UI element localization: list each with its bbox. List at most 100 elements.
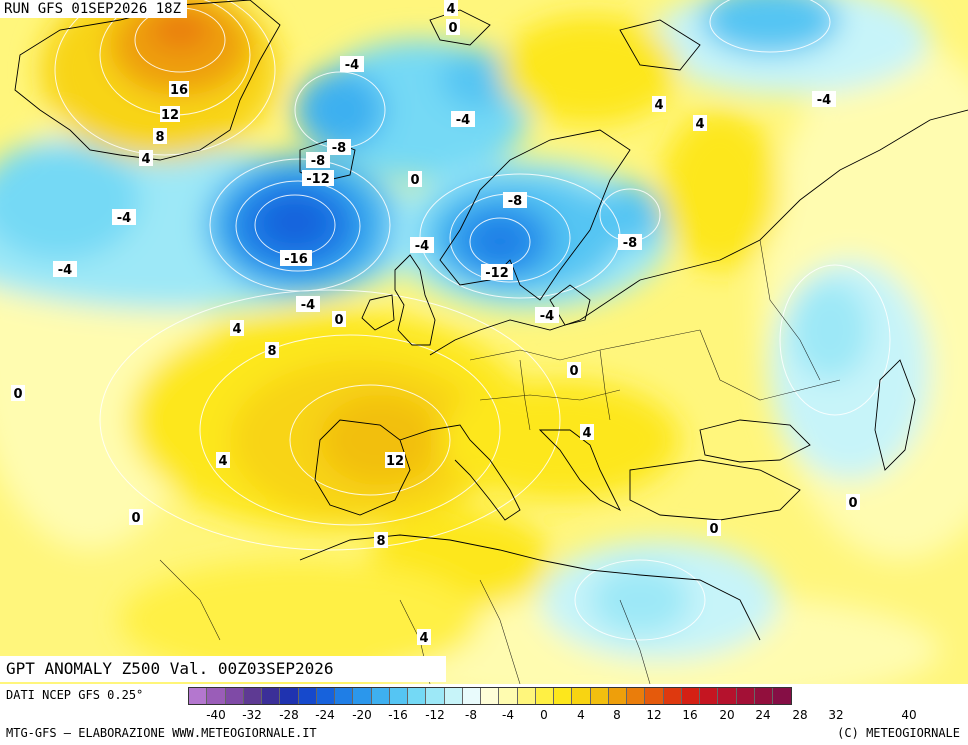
svg-text:-12: -12 [306, 172, 330, 187]
color-swatch [462, 688, 481, 704]
color-swatch [389, 688, 408, 704]
contour-label: -4 [812, 91, 836, 108]
contour-label: -4 [340, 56, 364, 73]
svg-text:12: 12 [386, 454, 404, 469]
contour-label: -16 [280, 250, 312, 267]
contour-label: 0 [332, 311, 346, 328]
svg-text:-4: -4 [415, 239, 429, 254]
contour-label: 0 [408, 171, 422, 188]
svg-text:8: 8 [155, 130, 164, 145]
color-scale-tick-label: 24 [755, 708, 771, 722]
svg-text:4: 4 [141, 152, 150, 167]
contour-label: 4 [230, 320, 244, 337]
contour-label: 4 [216, 452, 230, 469]
contour-labels: 4 0 -4 16 12 8 4 -4 4 4 -4 -8 -8 -12 0 -… [11, 0, 860, 646]
svg-text:4: 4 [419, 631, 428, 646]
color-swatch [645, 688, 664, 704]
contour-label: -12 [302, 170, 334, 187]
borders [159, 239, 841, 684]
svg-text:-8: -8 [311, 154, 325, 169]
color-scale-tick-label: -16 [388, 708, 408, 722]
color-swatch [408, 688, 427, 704]
color-swatch [773, 688, 792, 704]
color-swatch [426, 688, 445, 704]
svg-text:-4: -4 [117, 211, 131, 226]
svg-text:8: 8 [267, 344, 276, 359]
copyright-label: (C) METEOGIORNALE [837, 726, 960, 740]
contour-label: 4 [139, 150, 153, 167]
color-swatch [207, 688, 226, 704]
color-swatch [700, 688, 719, 704]
color-swatch [262, 688, 281, 704]
color-scale-tick-label: -32 [242, 708, 262, 722]
contour-label: 12 [385, 452, 405, 469]
contour-label: -4 [53, 261, 77, 278]
svg-text:4: 4 [654, 98, 663, 113]
contour-label: 0 [846, 494, 860, 511]
color-scale-tick-label: 28 [792, 708, 808, 722]
svg-text:-4: -4 [817, 93, 831, 108]
svg-text:-12: -12 [485, 266, 509, 281]
contour-label: -8 [306, 152, 330, 169]
contour-label: -8 [327, 139, 351, 156]
color-swatch [243, 688, 262, 704]
svg-text:4: 4 [695, 117, 704, 132]
svg-text:0: 0 [334, 313, 343, 328]
color-swatch [718, 688, 737, 704]
color-scale-tick-label: 16 [682, 708, 698, 722]
run-label: RUN GFS 01SEP2026 18Z [0, 0, 188, 18]
contour-label: 4 [417, 629, 431, 646]
contour-label: -12 [481, 264, 513, 281]
svg-text:-8: -8 [508, 194, 522, 209]
svg-text:0: 0 [569, 364, 578, 379]
color-swatch [298, 688, 317, 704]
color-swatch [225, 688, 244, 704]
color-swatch [535, 688, 554, 704]
color-scale-ticks: -40 -32 -28 -24 -20 -16 -12 -8 -4 0 4 8 12 16 20 24 28 32… [188, 708, 965, 724]
color-swatch [754, 688, 773, 704]
color-swatch [316, 688, 335, 704]
color-swatch [627, 688, 646, 704]
color-scale-tick-label: 8 [613, 708, 621, 722]
svg-text:4: 4 [232, 322, 241, 337]
contour-label: -8 [618, 234, 642, 251]
color-scale-tick-label: -24 [315, 708, 335, 722]
color-swatch [280, 688, 299, 704]
color-swatch [590, 688, 609, 704]
color-scale-tick-label: -4 [502, 708, 514, 722]
svg-text:0: 0 [131, 511, 140, 526]
color-scale-bar [188, 687, 793, 705]
contour-label: 8 [374, 532, 388, 549]
contour-label: 4 [580, 424, 594, 441]
contour-label: -4 [410, 237, 434, 254]
contour-label: 16 [169, 81, 189, 98]
color-scale-tick-label: -8 [465, 708, 477, 722]
contour-label: 0 [11, 385, 25, 402]
map-title: GPT ANOMALY Z500 Val. 00Z03SEP2026 [0, 656, 446, 682]
color-swatch [444, 688, 463, 704]
svg-text:8: 8 [376, 534, 385, 549]
contour-label: -4 [112, 209, 136, 226]
contour-label: 4 [444, 0, 458, 17]
color-swatch [481, 688, 500, 704]
color-swatch [681, 688, 700, 704]
color-scale-tick-label: 40 [901, 708, 917, 722]
svg-text:0: 0 [448, 21, 457, 36]
svg-text:-4: -4 [540, 309, 554, 324]
contour-label: 0 [567, 362, 581, 379]
svg-text:-4: -4 [456, 113, 470, 128]
contour-label: 0 [446, 19, 460, 36]
contour-label: 4 [652, 96, 666, 113]
svg-text:16: 16 [170, 83, 188, 98]
color-scale-tick-label: 32 [828, 708, 844, 722]
svg-text:-8: -8 [623, 236, 637, 251]
color-swatch [608, 688, 627, 704]
color-swatch [499, 688, 518, 704]
svg-text:4: 4 [582, 426, 591, 441]
svg-text:-4: -4 [345, 58, 359, 73]
color-swatch [736, 688, 755, 704]
svg-text:-8: -8 [332, 141, 346, 156]
svg-text:4: 4 [218, 454, 227, 469]
color-swatch [189, 688, 208, 704]
contour-label: 4 [693, 115, 707, 132]
